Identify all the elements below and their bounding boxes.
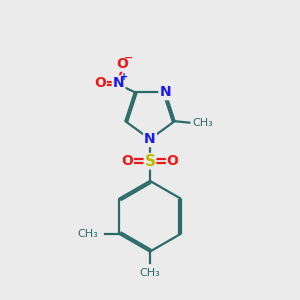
Text: N: N [113,76,124,90]
Text: CH₃: CH₃ [192,118,213,128]
Text: N: N [144,132,156,146]
Text: CH₃: CH₃ [77,229,98,239]
Text: O: O [94,76,106,90]
Text: O: O [116,57,128,71]
Text: O: O [122,154,133,168]
Text: −: − [124,53,133,63]
Text: +: + [120,72,128,82]
Text: N: N [159,85,171,99]
Text: CH₃: CH₃ [140,268,160,278]
Text: S: S [145,154,155,169]
Text: O: O [167,154,178,168]
